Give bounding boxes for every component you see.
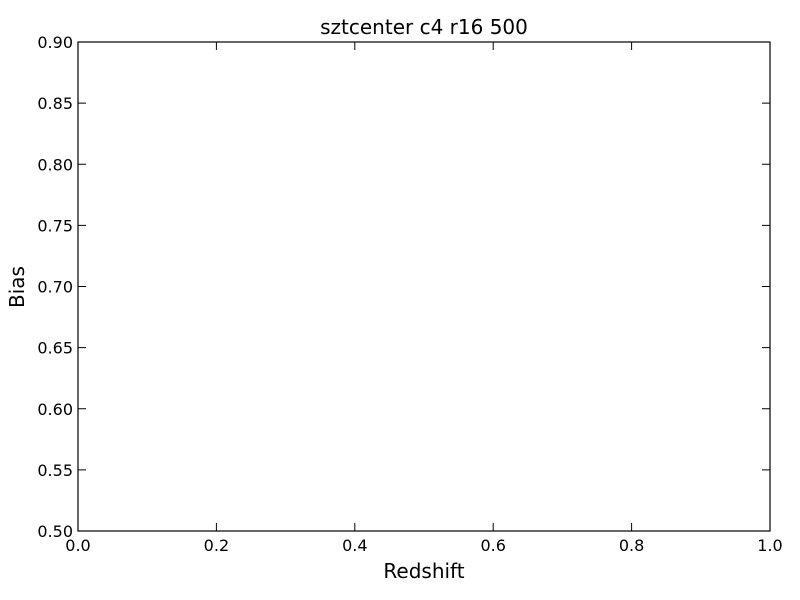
- x-tick-label: 1.0: [757, 536, 782, 555]
- y-tick-label: 0.80: [37, 155, 73, 174]
- chart-title: sztcenter c4 r16 500: [320, 15, 528, 39]
- x-tick-label: 0.6: [480, 536, 505, 555]
- y-tick-label: 0.60: [37, 400, 73, 419]
- y-tick-label: 0.55: [37, 461, 73, 480]
- y-tick-label: 0.85: [37, 94, 73, 113]
- y-tick-label: 0.65: [37, 339, 73, 358]
- plot-frame: [77, 41, 771, 532]
- y-tick-label: 0.70: [37, 278, 73, 297]
- y-axis-label: Bias: [5, 266, 29, 308]
- x-tick-label: 0.2: [204, 536, 229, 555]
- y-tick-label: 0.90: [37, 33, 73, 52]
- x-axis-label: Redshift: [383, 559, 464, 583]
- y-tick-label: 0.50: [37, 522, 73, 541]
- y-tick-label: 0.75: [37, 216, 73, 235]
- ticks-layer: 0.0 0.2 0.4 0.6 0.8 1.0 0.50 0.55 0.60 0.65 0.70 0.…: [37, 33, 782, 555]
- x-tick-label: 0.8: [619, 536, 644, 555]
- x-tick-label: 0.0: [65, 536, 90, 555]
- x-tick-label: 0.4: [342, 536, 367, 555]
